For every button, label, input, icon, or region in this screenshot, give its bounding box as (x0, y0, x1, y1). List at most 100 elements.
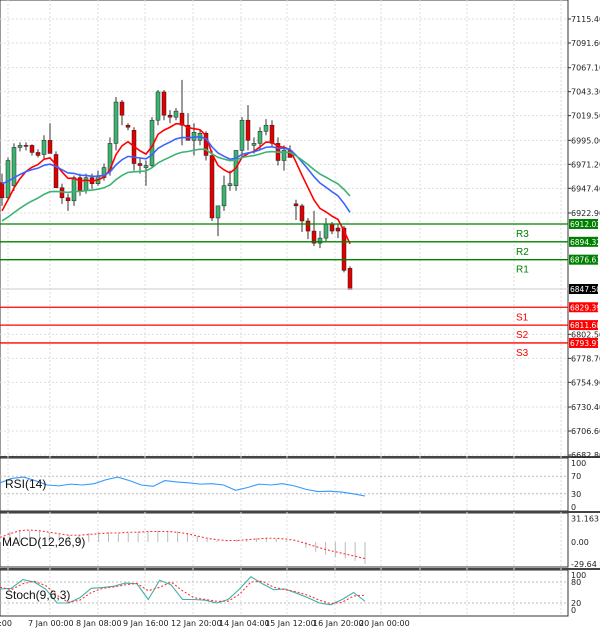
candle-bullish (11, 147, 17, 186)
candle-bearish (179, 112, 185, 126)
rsi-panel: 100 70 30 0 RSI(14) (0, 459, 586, 512)
pivot-levels: R3 6912.03 R2 6894.32 R1 6876.61 6847.50 S1 6829… (0, 218, 600, 359)
rsi-line (0, 476, 366, 497)
rsi-tick-label: 70 (571, 472, 581, 481)
price-tag (569, 337, 598, 348)
price-tag (569, 284, 598, 295)
candle-bullish (251, 143, 257, 146)
price-tick-label: 6995.00 (571, 136, 600, 145)
candle-bearish (347, 268, 353, 290)
candle-bullish (17, 145, 23, 148)
price-tick-label: 6730.40 (571, 403, 600, 412)
moving-average-line (1, 135, 351, 213)
level-name: S3 (516, 348, 529, 359)
candle-bullish (215, 205, 221, 219)
stoch-tick-label: 20 (571, 599, 581, 608)
candle-bearish (23, 145, 29, 147)
time-tick-label: 16 Jan 20:00 (313, 619, 364, 628)
candle-bullish (173, 110, 179, 118)
candle-bearish (35, 152, 41, 156)
price-tick-label: 6778.70 (571, 354, 600, 363)
price-tag-value: 6847.50 (570, 285, 600, 294)
price-axis: 7115.40 7091.60 7067.10 7043.30 7019.50 6995.… (568, 15, 600, 460)
candle-bearish (311, 230, 317, 244)
candle-bullish (155, 91, 161, 121)
time-tick-label: 14 Jan 04:00 (219, 619, 270, 628)
price-tag (569, 254, 598, 265)
macd-signal-line (0, 529, 366, 560)
level-name: S2 (516, 330, 529, 341)
price-tag (569, 218, 598, 229)
moving-average-line (1, 148, 351, 222)
level-name: R3 (516, 229, 529, 240)
candle-bullish (221, 185, 227, 207)
stoch-label: Stoch(9,6,3) (5, 588, 70, 602)
macd-tick-label: 31.163 (571, 515, 599, 524)
candle-bearish (185, 124, 191, 141)
time-tick-label: 15 Jan 12:00 (265, 619, 316, 628)
candle-bearish (329, 223, 335, 232)
time-tick-label: 6:00 (0, 619, 12, 628)
candle-bullish (239, 119, 245, 151)
grid (0, 0, 600, 617)
candle-bearish (299, 205, 305, 222)
price-tag (569, 302, 598, 313)
price-tick-label: 6682.80 (571, 451, 600, 460)
panel-frame (0, 0, 569, 458)
candle-bearish (209, 155, 215, 219)
time-tick-label: 9 Jan 16:00 (123, 619, 169, 628)
price-tick-label: 7067.10 (571, 64, 600, 73)
time-axis: 6:00 7 Jan 00:008 Jan 08:009 Jan 16:0012 … (0, 619, 410, 628)
macd-tick-label: 0.00 (571, 538, 589, 547)
candle-bullish (317, 237, 323, 244)
candle-bullish (71, 177, 77, 202)
rsi-tick-label: 0 (571, 503, 576, 512)
price-tag-value: 6894.32 (570, 238, 600, 247)
candle-bearish (53, 154, 59, 188)
stoch-tick-label: 0 (571, 606, 576, 615)
candle-bearish (269, 124, 275, 144)
candle-bullish (227, 183, 233, 186)
price-tick-label: 7091.60 (571, 39, 600, 48)
rsi-tick-label: 100 (571, 459, 586, 468)
candle-bearish (305, 220, 311, 232)
time-tick-label: 7 Jan 00:00 (28, 619, 74, 628)
price-tick-label: 7043.30 (571, 88, 600, 97)
candles (0, 79, 353, 290)
candle-bullish (257, 131, 263, 144)
candle-bearish (0, 182, 5, 199)
stoch-k-line (0, 576, 366, 606)
price-tick-label: 6922.90 (571, 209, 600, 218)
price-tick-label: 6947.40 (571, 184, 600, 193)
price-tick-label: 7019.50 (571, 112, 600, 121)
moving-averages (1, 122, 351, 245)
price-tick-label: 6706.60 (571, 427, 600, 436)
candle-bearish (293, 203, 299, 207)
candle-bullish (41, 140, 47, 155)
candle-bullish (5, 160, 11, 199)
candle-bullish (263, 124, 269, 132)
candle-bearish (65, 197, 71, 202)
candle-bullish (323, 223, 329, 239)
price-tick-label: 7115.40 (571, 15, 600, 24)
candle-bearish (47, 140, 53, 154)
candle-bullish (143, 165, 149, 168)
time-tick-label: 8 Jan 08:00 (76, 619, 122, 628)
price-tick-label: 6802.50 (571, 330, 600, 339)
price-tag-value: 6829.39 (570, 303, 600, 312)
candle-bearish (203, 133, 209, 156)
level-name: R1 (516, 265, 529, 276)
price-tag (569, 236, 598, 247)
candle-bearish (335, 227, 341, 232)
price-tag-value: 6811.68 (570, 321, 600, 330)
level-name: S1 (516, 312, 529, 323)
macd-panel: 31.163 0.00 -29.64 MACD(12,26,9) (0, 515, 599, 569)
rsi-tick-label: 30 (571, 490, 581, 499)
candle-bearish (125, 124, 131, 128)
stoch-tick-label: 100 (571, 571, 586, 580)
price-tick-label: 6754.90 (571, 378, 600, 387)
rsi-label: RSI(14) (5, 477, 46, 491)
price-tag-value: 6876.61 (570, 256, 600, 265)
